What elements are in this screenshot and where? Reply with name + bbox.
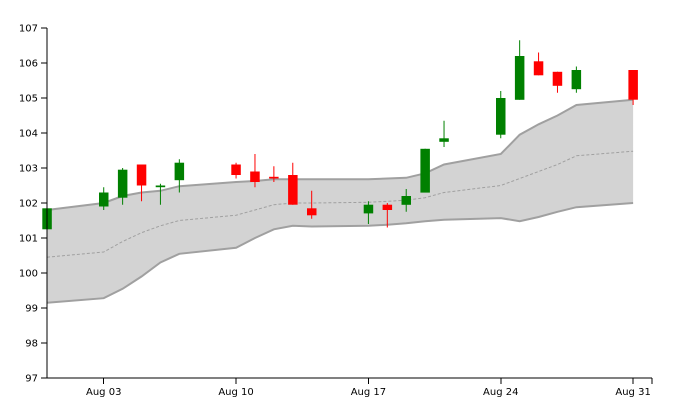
candle-body	[307, 208, 317, 216]
candle-body	[439, 138, 449, 142]
x-tick-label: Aug 10	[218, 387, 253, 398]
y-tick-label: 104	[19, 129, 38, 140]
candle-body	[250, 171, 260, 182]
candle	[307, 190, 317, 219]
candle-body	[571, 70, 582, 90]
bollinger-middle-line	[46, 150, 634, 258]
candle-body	[382, 204, 393, 210]
candles-layer	[42, 40, 638, 235]
y-tick-label: 103	[19, 164, 38, 175]
y-tick-label: 105	[19, 94, 38, 105]
y-tick-label: 100	[19, 269, 38, 280]
y-tick-label: 107	[19, 24, 38, 35]
x-tick-label: Aug 17	[351, 387, 386, 398]
candle	[382, 203, 393, 228]
y-tick-label: 106	[19, 59, 38, 70]
candle	[571, 66, 582, 93]
candle-body	[99, 192, 109, 207]
candle	[514, 40, 525, 100]
candle	[99, 187, 109, 210]
candle-body	[533, 61, 544, 76]
y-tick-label: 102	[19, 199, 38, 210]
bollinger-lower-line	[46, 202, 634, 304]
candle-body	[552, 71, 563, 86]
candle-body	[155, 185, 166, 188]
bollinger-band-layer	[46, 98, 634, 304]
y-tick-label: 98	[25, 339, 38, 350]
candle-body	[117, 169, 128, 198]
candle	[363, 201, 374, 224]
candle	[250, 154, 260, 188]
candle-body	[269, 176, 279, 179]
candle	[420, 148, 430, 193]
bollinger-band-area	[47, 99, 634, 303]
candle-body	[420, 148, 430, 193]
candle	[552, 71, 563, 93]
candle	[496, 91, 506, 139]
candle-body	[136, 164, 147, 186]
candle	[136, 164, 147, 202]
candle	[533, 52, 544, 76]
candle-body	[496, 98, 506, 135]
candle	[231, 162, 241, 179]
candle-body	[628, 70, 638, 100]
bollinger-upper-line	[46, 98, 634, 211]
candle	[288, 162, 298, 205]
x-tick-label: Aug 24	[483, 387, 518, 398]
candle-body	[363, 204, 374, 214]
y-tick-label: 99	[25, 304, 38, 315]
candle-body	[514, 56, 525, 100]
axes-layer: 97 98 99 100 101 102 103 104 105 106 107 Aug 03 Aug …	[19, 24, 653, 398]
candle-body	[231, 164, 241, 175]
candle-body	[401, 196, 411, 205]
x-tick-label: Aug 03	[86, 387, 121, 398]
x-tick-label: Aug 31	[615, 387, 650, 398]
y-tick-label: 97	[25, 374, 38, 385]
candle	[628, 70, 638, 105]
candle-body	[174, 162, 185, 181]
candle	[155, 183, 166, 205]
candle	[269, 166, 279, 182]
candle	[401, 189, 411, 212]
y-tick-label: 101	[19, 234, 38, 245]
candle	[439, 120, 449, 147]
candle	[117, 168, 128, 205]
candle	[174, 159, 185, 193]
candle-body	[288, 175, 298, 205]
